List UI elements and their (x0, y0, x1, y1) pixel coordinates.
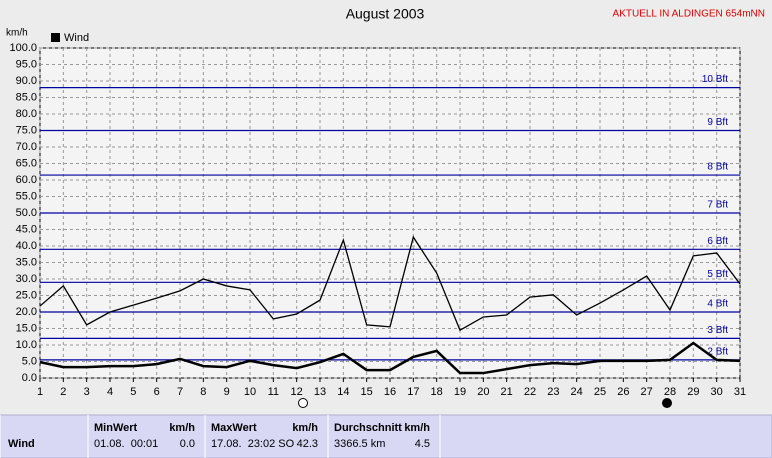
x-tick-label: 3 (84, 386, 90, 398)
x-tick-label: 11 (268, 386, 279, 398)
x-tick-label: 17 (407, 386, 419, 398)
column-title: MaxWert (211, 422, 257, 434)
x-tick-label: 9 (224, 386, 230, 398)
x-tick-label: 28 (664, 386, 676, 398)
x-tick-label: 1 (37, 386, 43, 398)
legend-swatch (51, 33, 60, 42)
y-tick-label: 20.0 (16, 306, 37, 318)
x-tick-label: 7 (177, 386, 183, 398)
y-tick-label: 65.0 (16, 157, 37, 169)
x-tick-label: 29 (687, 386, 699, 398)
x-tick-label: 5 (130, 386, 136, 398)
x-tick-label: 21 (501, 386, 513, 398)
x-tick-label: 31 (734, 386, 746, 398)
column-title: Durchschnitt (334, 422, 402, 434)
beaufort-label: 8 Bft (707, 162, 728, 173)
x-tick-label: 18 (431, 386, 443, 398)
moon-icon (662, 398, 672, 408)
beaufort-label: 3 Bft (707, 325, 728, 336)
subtitle: AKTUELL IN ALDINGEN 654mNN (613, 9, 765, 20)
stats-panel (0, 414, 772, 458)
y-tick-label: 35.0 (16, 256, 37, 268)
y-tick-label: 0.0 (22, 372, 37, 384)
x-tick-label: 14 (337, 386, 349, 398)
x-tick-label: 10 (244, 386, 256, 398)
y-axis-label: km/h (6, 28, 28, 39)
row-label: Wind (8, 438, 35, 450)
cell-value: 42.3 (297, 438, 318, 450)
y-tick-label: 95.0 (16, 58, 37, 70)
beaufort-label: 10 Bft (702, 74, 728, 85)
y-tick-label: 55.0 (16, 190, 37, 202)
x-tick-label: 6 (154, 386, 160, 398)
beaufort-label: 9 Bft (707, 117, 728, 128)
x-tick-label: 8 (200, 386, 206, 398)
column-unit: km/h (404, 422, 430, 434)
x-tick-label: 22 (524, 386, 536, 398)
x-tick-label: 15 (361, 386, 373, 398)
beaufort-label: 5 Bft (707, 269, 728, 280)
y-tick-label: 15.0 (16, 322, 37, 334)
x-tick-label: 19 (454, 386, 466, 398)
x-tick-label: 24 (571, 386, 583, 398)
x-tick-label: 30 (711, 386, 723, 398)
y-tick-label: 75.0 (16, 124, 37, 136)
chart-title: August 2003 (346, 6, 425, 22)
x-tick-label: 26 (617, 386, 629, 398)
y-tick-label: 45.0 (16, 223, 37, 235)
x-tick-label: 12 (291, 386, 303, 398)
x-tick-label: 2 (60, 386, 66, 398)
column-title: MinWert (94, 422, 138, 434)
y-tick-label: 90.0 (16, 75, 37, 87)
x-tick-label: 25 (594, 386, 606, 398)
moon-icon (298, 398, 308, 408)
x-tick-label: 23 (547, 386, 559, 398)
column-unit: km/h (169, 422, 195, 434)
cell-value: 0.0 (180, 438, 195, 450)
x-tick-label: 16 (384, 386, 396, 398)
y-tick-label: 10.0 (16, 339, 37, 351)
column-unit: km/h (292, 422, 318, 434)
beaufort-label: 2 Bft (707, 346, 728, 357)
series-line (39, 235, 741, 332)
y-tick-label: 40.0 (16, 240, 37, 252)
series-line (39, 341, 741, 375)
y-tick-label: 30.0 (16, 273, 37, 285)
cell-text: 01.08. 00:01 (94, 438, 158, 450)
x-tick-label: 13 (314, 386, 326, 398)
cell-text: 3366.5 km (334, 438, 385, 450)
y-tick-label: 70.0 (16, 141, 37, 153)
beaufort-label: 6 Bft (707, 236, 728, 247)
y-tick-label: 5.0 (22, 355, 37, 367)
y-tick-label: 60.0 (16, 174, 37, 186)
y-tick-label: 100.0 (9, 42, 37, 54)
x-tick-label: 4 (107, 386, 113, 398)
legend-label: Wind (64, 32, 89, 44)
beaufort-label: 4 Bft (707, 299, 728, 310)
x-tick-label: 27 (641, 386, 653, 398)
y-tick-label: 50.0 (16, 207, 37, 219)
y-tick-label: 25.0 (16, 289, 37, 301)
cell-value: 4.5 (415, 438, 430, 450)
cell-text: 17.08. 23:02 SO (211, 438, 295, 450)
y-tick-label: 80.0 (16, 108, 37, 120)
y-tick-label: 85.0 (16, 91, 37, 103)
x-tick-label: 20 (477, 386, 489, 398)
beaufort-label: 7 Bft (707, 200, 728, 211)
